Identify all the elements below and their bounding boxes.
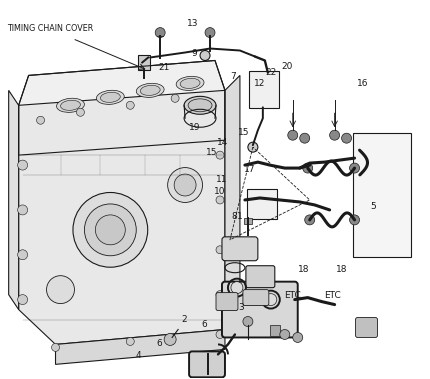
Text: 4: 4 xyxy=(136,351,141,360)
Ellipse shape xyxy=(84,204,136,256)
Text: 18: 18 xyxy=(298,265,309,274)
Text: ETC: ETC xyxy=(325,291,341,300)
Text: 6: 6 xyxy=(157,339,162,348)
Text: 14: 14 xyxy=(217,138,228,147)
FancyBboxPatch shape xyxy=(222,282,298,337)
Circle shape xyxy=(164,334,176,345)
Ellipse shape xyxy=(184,96,216,114)
Text: 5: 5 xyxy=(371,202,376,211)
Text: 15: 15 xyxy=(206,148,217,157)
Circle shape xyxy=(330,130,340,140)
Text: 17: 17 xyxy=(243,165,255,174)
Text: 11: 11 xyxy=(216,175,227,184)
Text: 20: 20 xyxy=(281,62,292,71)
FancyBboxPatch shape xyxy=(246,266,275,288)
FancyBboxPatch shape xyxy=(247,189,277,219)
Circle shape xyxy=(341,133,352,143)
Circle shape xyxy=(18,250,28,260)
Circle shape xyxy=(216,246,224,254)
Polygon shape xyxy=(9,90,18,310)
Circle shape xyxy=(18,205,28,215)
Circle shape xyxy=(216,291,224,299)
Circle shape xyxy=(303,163,313,173)
Text: TIMING CHAIN COVER: TIMING CHAIN COVER xyxy=(7,23,93,33)
FancyBboxPatch shape xyxy=(189,351,225,377)
Ellipse shape xyxy=(96,90,124,104)
Circle shape xyxy=(126,101,134,109)
Ellipse shape xyxy=(136,83,164,97)
Bar xyxy=(138,55,150,70)
Ellipse shape xyxy=(188,99,212,112)
Text: 6: 6 xyxy=(202,320,208,329)
FancyBboxPatch shape xyxy=(222,237,258,261)
Ellipse shape xyxy=(95,215,125,245)
Circle shape xyxy=(350,163,359,173)
Circle shape xyxy=(126,337,134,345)
Text: 16: 16 xyxy=(357,79,369,88)
Polygon shape xyxy=(55,329,225,364)
Circle shape xyxy=(216,151,224,159)
Circle shape xyxy=(155,28,165,38)
Ellipse shape xyxy=(180,78,200,88)
Text: 22: 22 xyxy=(265,68,276,77)
Circle shape xyxy=(280,329,290,340)
Polygon shape xyxy=(18,61,225,155)
Circle shape xyxy=(205,28,215,38)
Ellipse shape xyxy=(231,282,243,294)
Ellipse shape xyxy=(73,193,148,267)
Text: 10: 10 xyxy=(214,186,225,196)
FancyBboxPatch shape xyxy=(216,293,238,310)
Ellipse shape xyxy=(61,100,80,110)
Circle shape xyxy=(52,343,59,351)
Circle shape xyxy=(288,130,298,140)
Ellipse shape xyxy=(100,92,120,102)
Text: ETC: ETC xyxy=(284,291,301,300)
Circle shape xyxy=(216,330,224,338)
Text: 13: 13 xyxy=(187,19,198,28)
Ellipse shape xyxy=(140,85,160,96)
Polygon shape xyxy=(225,75,240,329)
Circle shape xyxy=(37,116,45,124)
Bar xyxy=(270,324,280,337)
Text: 19: 19 xyxy=(189,123,200,132)
Polygon shape xyxy=(18,90,225,345)
FancyBboxPatch shape xyxy=(243,290,269,305)
Text: 7: 7 xyxy=(230,72,237,81)
Ellipse shape xyxy=(168,168,203,202)
Text: 8: 8 xyxy=(231,212,237,221)
Ellipse shape xyxy=(174,174,196,196)
Circle shape xyxy=(200,50,210,61)
Text: 9: 9 xyxy=(191,49,197,58)
Circle shape xyxy=(243,316,253,326)
Circle shape xyxy=(300,133,310,143)
Circle shape xyxy=(18,294,28,305)
Circle shape xyxy=(77,108,84,116)
Ellipse shape xyxy=(46,276,74,304)
Bar xyxy=(244,218,252,224)
Circle shape xyxy=(18,160,28,170)
Text: 12: 12 xyxy=(254,78,265,88)
FancyBboxPatch shape xyxy=(249,71,279,108)
FancyBboxPatch shape xyxy=(356,318,378,337)
Ellipse shape xyxy=(265,294,277,305)
Text: 2: 2 xyxy=(181,315,187,324)
Text: 3: 3 xyxy=(238,303,243,312)
Text: 15: 15 xyxy=(238,128,249,136)
Circle shape xyxy=(305,215,315,225)
Text: 21: 21 xyxy=(158,63,169,72)
Text: 18: 18 xyxy=(336,265,347,274)
Ellipse shape xyxy=(176,76,204,91)
FancyBboxPatch shape xyxy=(353,133,412,257)
Circle shape xyxy=(350,215,359,225)
Circle shape xyxy=(248,142,258,152)
Circle shape xyxy=(293,332,303,343)
Circle shape xyxy=(216,196,224,204)
Ellipse shape xyxy=(57,98,84,112)
Circle shape xyxy=(171,94,179,102)
Text: 1: 1 xyxy=(237,212,243,221)
